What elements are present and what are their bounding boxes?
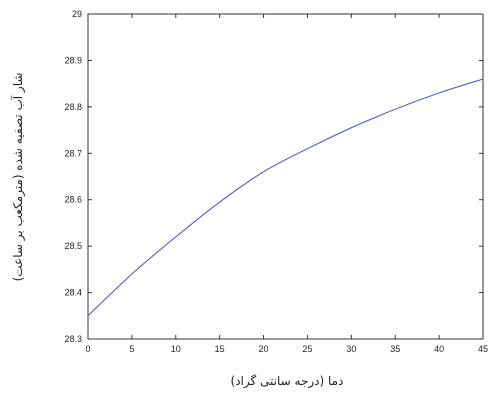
- x-tick-label: 20: [259, 344, 269, 354]
- series-group: [87, 78, 484, 317]
- x-tick-label: 10: [171, 344, 181, 354]
- x-tick-label: 25: [302, 344, 312, 354]
- y-tick-label: 28.4: [64, 288, 82, 298]
- y-axis: 28.3 28.4 28.5 28.6 28.7 28.8 28.9 29: [64, 9, 483, 344]
- x-tick-label: 45: [478, 344, 488, 354]
- y-axis-label: شار آب تصفیه شده (مترمکعب بر ساعت): [10, 73, 26, 282]
- x-tick-label: 30: [346, 344, 356, 354]
- x-tick-label: 40: [434, 344, 444, 354]
- x-tick-label: 0: [85, 344, 90, 354]
- y-tick-label: 28.5: [64, 241, 82, 251]
- x-axis: 0 5 10 15 20 25 30 35 40 45: [85, 14, 488, 354]
- x-tick-label: 35: [390, 344, 400, 354]
- y-tick-label: 28.3: [64, 334, 82, 344]
- plot-area: [87, 13, 484, 340]
- y-tick-label: 28.9: [64, 55, 82, 65]
- y-tick-label: 28.6: [64, 195, 82, 205]
- x-tick-label: 15: [215, 344, 225, 354]
- y-tick-label: 29: [72, 9, 82, 19]
- x-axis-label: دما (درجه سانتی گراد): [231, 374, 344, 389]
- y-tick-label: 28.7: [64, 148, 82, 158]
- x-tick-label: 5: [129, 344, 134, 354]
- series-line: [87, 78, 484, 317]
- y-tick-label: 28.8: [64, 102, 82, 112]
